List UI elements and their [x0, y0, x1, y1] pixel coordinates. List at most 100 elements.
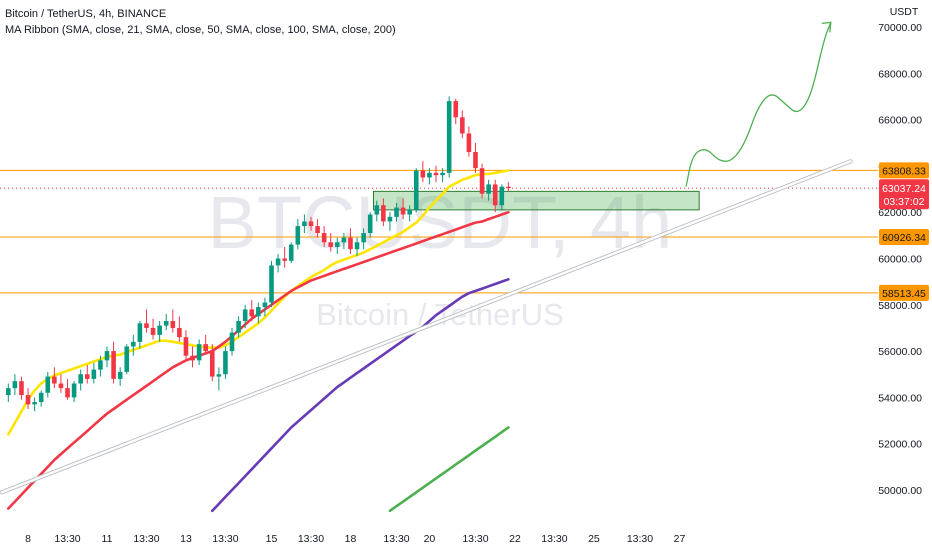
- candle[interactable]: [84, 374, 90, 379]
- candle[interactable]: [302, 221, 307, 227]
- time-axis-label: 8: [25, 533, 31, 545]
- candle[interactable]: [177, 327, 182, 338]
- price-axis-label: 60000.00: [878, 254, 922, 266]
- candle[interactable]: [282, 258, 287, 261]
- time-axis-label: 15: [266, 533, 278, 545]
- candle[interactable]: [124, 346, 130, 372]
- candle[interactable]: [269, 265, 274, 303]
- candle[interactable]: [506, 186, 511, 189]
- projection-arrow-head: [821, 21, 832, 33]
- candle[interactable]: [111, 351, 116, 379]
- candle[interactable]: [288, 244, 294, 261]
- projection-path[interactable]: [685, 22, 832, 188]
- candle[interactable]: [328, 242, 334, 247]
- candle[interactable]: [381, 205, 386, 222]
- candle[interactable]: [460, 117, 465, 134]
- candle[interactable]: [45, 376, 51, 393]
- candle[interactable]: [479, 168, 485, 194]
- price-axis-label: 70000.00: [878, 22, 922, 34]
- candle[interactable]: [163, 321, 169, 326]
- ma-line: [211, 277, 510, 513]
- candle[interactable]: [223, 351, 228, 375]
- candle[interactable]: [19, 381, 24, 396]
- candle[interactable]: [420, 170, 426, 178]
- level-price-tag: [879, 229, 929, 246]
- candle[interactable]: [52, 376, 57, 384]
- candle[interactable]: [453, 101, 459, 118]
- candle[interactable]: [492, 184, 498, 206]
- candle[interactable]: [150, 327, 156, 335]
- candle[interactable]: [203, 344, 208, 352]
- time-axis-label: 13: [180, 533, 192, 545]
- candle[interactable]: [440, 172, 445, 176]
- candle[interactable]: [262, 302, 268, 308]
- candle[interactable]: [6, 388, 11, 396]
- candle[interactable]: [486, 184, 491, 194]
- candle[interactable]: [367, 214, 373, 234]
- candle[interactable]: [131, 341, 136, 347]
- candle[interactable]: [32, 402, 37, 405]
- candle[interactable]: [209, 351, 215, 377]
- candle[interactable]: [137, 323, 143, 342]
- candle[interactable]: [256, 307, 261, 317]
- candle[interactable]: [144, 323, 149, 328]
- chart-title: Bitcoin / TetherUS, 4h, BINANCE: [5, 8, 167, 20]
- candle[interactable]: [242, 309, 248, 322]
- candle[interactable]: [446, 101, 452, 173]
- candle[interactable]: [38, 392, 44, 403]
- candle[interactable]: [361, 233, 366, 243]
- candle[interactable]: [473, 152, 478, 169]
- ma-line: [388, 426, 510, 513]
- candle[interactable]: [354, 242, 360, 250]
- candle[interactable]: [321, 233, 327, 243]
- candle[interactable]: [341, 237, 347, 243]
- candle[interactable]: [78, 374, 83, 384]
- candle[interactable]: [466, 133, 472, 153]
- candle[interactable]: [315, 226, 320, 234]
- candle[interactable]: [196, 344, 202, 361]
- candle[interactable]: [427, 172, 432, 178]
- candle[interactable]: [117, 371, 123, 379]
- candle[interactable]: [275, 258, 281, 266]
- price-axis-label: 54000.00: [878, 392, 922, 404]
- candle[interactable]: [374, 205, 380, 215]
- candle[interactable]: [348, 237, 353, 250]
- candle[interactable]: [65, 388, 70, 398]
- indicator-legend: MA Ribbon (SMA, close, 21, SMA, close, 5…: [5, 24, 396, 36]
- candle[interactable]: [58, 383, 64, 389]
- candle[interactable]: [216, 374, 222, 377]
- candle[interactable]: [12, 381, 18, 389]
- candle[interactable]: [295, 226, 301, 245]
- candle[interactable]: [499, 186, 505, 206]
- candle[interactable]: [433, 172, 439, 176]
- time-axis[interactable]: 8 13:30 11 13:30 13 13:30 15 13:30 18 13:30 20 13:3…: [25, 533, 685, 545]
- level-price-tag-text: 63808.33: [882, 165, 926, 177]
- candle[interactable]: [229, 332, 235, 352]
- candle[interactable]: [157, 325, 162, 335]
- candle[interactable]: [91, 369, 97, 379]
- candle[interactable]: [183, 337, 189, 356]
- candle[interactable]: [236, 321, 241, 333]
- support-zone[interactable]: [372, 190, 700, 211]
- candle[interactable]: [249, 309, 255, 317]
- candle[interactable]: [190, 355, 195, 361]
- candle[interactable]: [387, 216, 393, 222]
- candle[interactable]: [71, 383, 77, 398]
- candle[interactable]: [308, 221, 314, 227]
- watermark-name: Bitcoin / TetherUS: [316, 297, 564, 332]
- candle[interactable]: [394, 207, 399, 217]
- zone-layer: [372, 190, 700, 211]
- candle[interactable]: [170, 321, 176, 328]
- projection-layer: [685, 21, 832, 188]
- candle[interactable]: [104, 351, 110, 361]
- candle[interactable]: [413, 170, 419, 210]
- candle[interactable]: [407, 209, 412, 215]
- candle[interactable]: [98, 360, 103, 370]
- candle[interactable]: [400, 207, 406, 215]
- trendline[interactable]: [0, 160, 852, 494]
- level-price-tag: [879, 162, 929, 179]
- candle[interactable]: [335, 242, 340, 247]
- candle[interactable]: [25, 395, 31, 405]
